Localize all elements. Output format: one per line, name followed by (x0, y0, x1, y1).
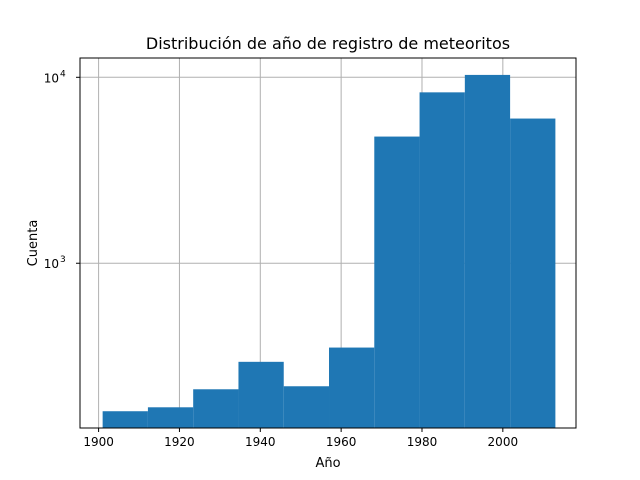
histogram-bars (102, 74, 556, 429)
histogram-bar (510, 118, 556, 428)
y-tick-exponent: 3 (60, 255, 66, 265)
histogram-bar (193, 389, 239, 428)
x-tick-label: 1980 (407, 435, 438, 449)
histogram-bar (374, 136, 420, 429)
histogram-bar (238, 361, 284, 428)
y-axis-label: Cuenta (26, 220, 41, 267)
histogram-bar (102, 411, 148, 428)
histogram-bar (147, 407, 194, 428)
x-axis-label: Año (315, 456, 340, 471)
histogram-bar (419, 92, 465, 428)
y-tick-label: 10 (44, 71, 59, 85)
x-tick-label: 1940 (245, 435, 276, 449)
y-tick-exponent: 4 (60, 69, 66, 79)
y-tick-label: 10 (44, 257, 59, 271)
histogram-bar (283, 386, 330, 428)
x-tick-label: 2000 (488, 435, 519, 449)
chart-title: Distribución de año de registro de meteo… (146, 34, 510, 53)
plot-frame (79, 57, 577, 429)
histogram-bar (464, 74, 511, 429)
x-tick-label: 1960 (326, 435, 357, 449)
x-tick-label: 1920 (164, 435, 195, 449)
x-tick-label: 1900 (83, 435, 114, 449)
histogram-bar (329, 347, 375, 428)
